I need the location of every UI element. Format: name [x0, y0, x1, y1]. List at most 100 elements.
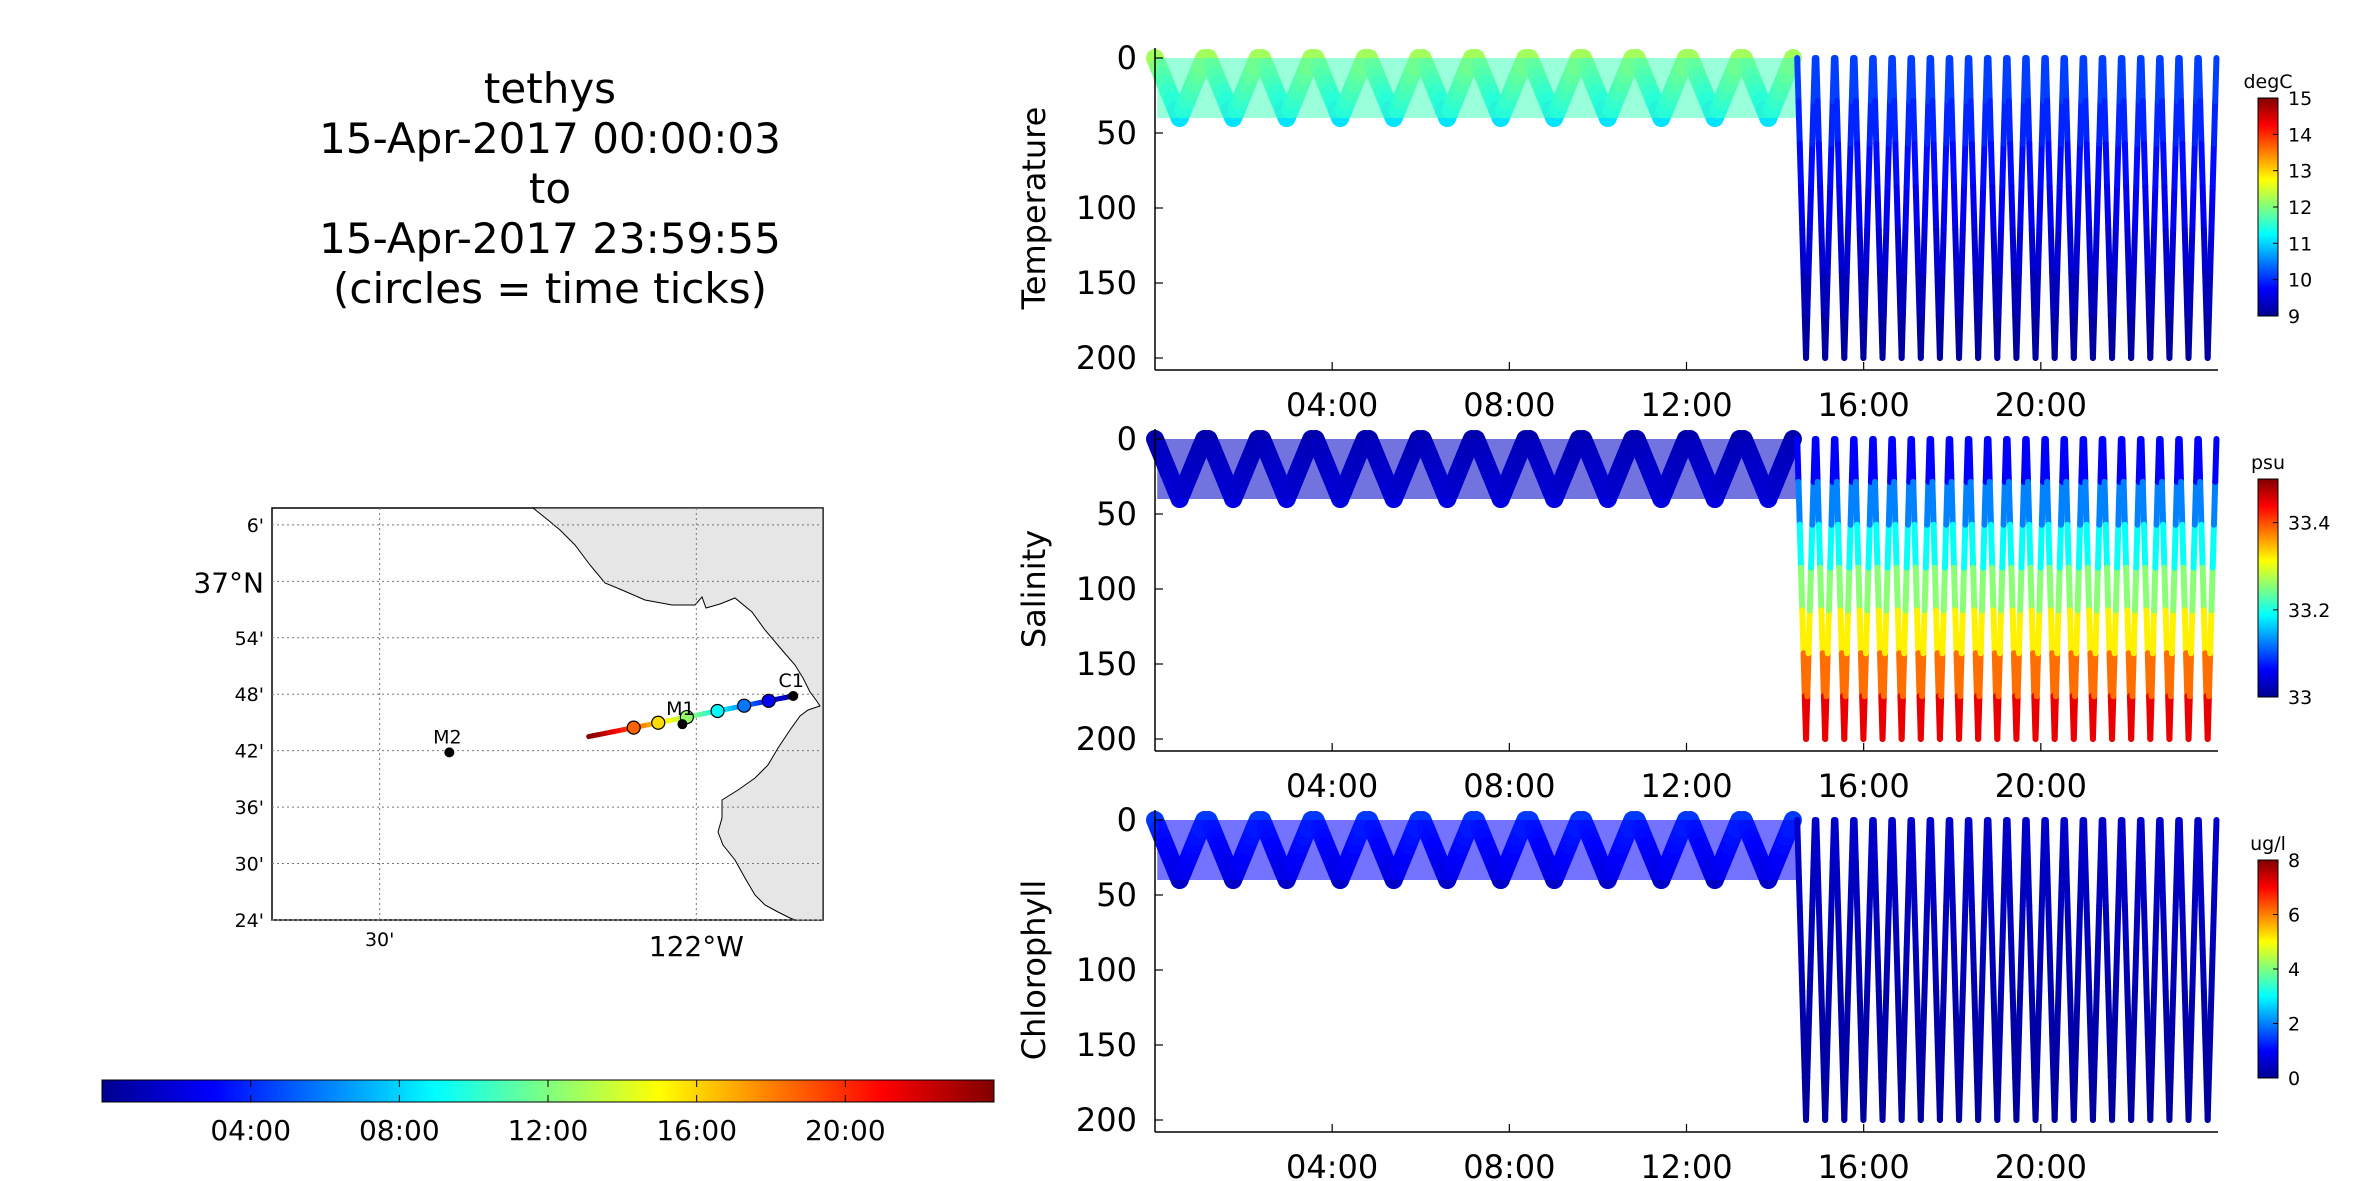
profile-segment [2153, 97, 2161, 147]
profile-segment [2091, 650, 2099, 700]
profile-segment [1845, 564, 1853, 614]
profile-segment [2044, 97, 2052, 147]
profile-segment [2015, 988, 2024, 1038]
profile-segment [1971, 988, 1979, 1038]
map-lat-tick-label: 30' [235, 854, 264, 876]
profile-segment [2160, 140, 2168, 190]
profile-segment [1864, 564, 1872, 614]
profile-segment [2142, 564, 2150, 614]
profile-segment [1842, 650, 1850, 700]
profile-segment [2035, 607, 2043, 657]
profile-segment [1856, 988, 1864, 1038]
profile-segment [2005, 478, 2014, 528]
profile-segment [2051, 693, 2059, 742]
profile-segment [1865, 140, 1873, 190]
profile-segment [2054, 988, 2062, 1038]
colorbar-tick-label: 33.4 [2288, 513, 2330, 535]
profile-segment [2052, 1031, 2061, 1081]
profile-segment [1805, 226, 1813, 276]
profile-segment [2121, 140, 2130, 190]
profile-segment [1866, 478, 1874, 528]
profile-segment [1986, 478, 1995, 528]
profile-segment [1880, 650, 1889, 700]
profile-segment [1794, 817, 1802, 866]
profile-segment [1975, 312, 1983, 361]
platform-name: tethys [483, 64, 617, 113]
profile-segment [2008, 564, 2016, 614]
profile-segment [1951, 183, 1959, 233]
profile-segment [1894, 607, 1903, 657]
profile-segment [2149, 607, 2158, 657]
profile-segment [2093, 945, 2101, 995]
y-tick-label: 100 [1076, 951, 1137, 989]
profile-segment [1818, 988, 1826, 1038]
profile-segment [2198, 902, 2206, 952]
profile-segment [1837, 988, 1845, 1038]
profile-segment [1837, 226, 1845, 276]
profile-segment [1959, 183, 1968, 233]
profile-segment [2129, 1031, 2137, 1081]
profile-segment [2055, 564, 2063, 614]
profile-segment [1921, 564, 1929, 614]
profile-segment [2160, 521, 2168, 571]
profile-segment [2110, 650, 2118, 700]
profile-segment [2105, 988, 2113, 1038]
profile-segment [2015, 607, 2024, 657]
profile-segment [1940, 564, 1948, 614]
profile-segment [1873, 140, 1881, 190]
profile-segment [2017, 564, 2025, 614]
profile-segment [2131, 183, 2140, 233]
y-tick-label: 100 [1076, 189, 1137, 227]
profile-segment [2111, 226, 2119, 276]
track-segment [586, 733, 596, 740]
profile-segment [1795, 859, 1803, 909]
profile-segment [1978, 945, 1987, 995]
colorbar-tick-label: 0 [2288, 1068, 2300, 1090]
profile-segment [2142, 945, 2150, 995]
profile-segment [2209, 902, 2217, 952]
profile-segment [2133, 140, 2141, 190]
profile-segment [2130, 988, 2138, 1038]
profile-segment [2075, 521, 2084, 571]
profile-segment [1892, 521, 1900, 571]
y-tick-label: 100 [1076, 570, 1137, 608]
profile-segment [2167, 269, 2175, 319]
profile-segment [2181, 988, 2190, 1038]
profile-segment [2037, 140, 2045, 190]
profile-segment [2000, 97, 2008, 147]
profile-segment [2013, 693, 2021, 742]
profile-segment [2045, 902, 2053, 952]
profile-segment [2178, 478, 2186, 528]
profile-segment [2005, 97, 2014, 147]
profile-segment [1919, 269, 1927, 319]
profile-segment [1866, 97, 1874, 147]
profile-segment [2158, 478, 2167, 528]
profile-segment [1919, 650, 1927, 700]
profile-segment [1976, 650, 1984, 700]
profile-segment [1962, 478, 1970, 528]
y-tick-label: 0 [1117, 420, 1137, 458]
profile-segment [1808, 902, 1816, 952]
profile-segment [1952, 988, 1960, 1038]
profile-segment [2208, 564, 2216, 614]
profile-segment [1938, 1031, 1946, 1081]
section-panel-chlorophyll: 0 50 100 150 200 04:00 08:00 12:00 16:00 20:00 Chl… [1015, 801, 2300, 1181]
profile-segment [1911, 140, 1919, 190]
profile-segment [1967, 97, 1975, 147]
map-lat-tick-label: 36' [235, 797, 264, 819]
x-tick-label: 16:00 [1818, 767, 1910, 805]
profile-segment [1825, 564, 1834, 614]
colorbar-tick-label: 2 [2288, 1014, 2300, 1036]
profile-segment [2134, 97, 2142, 147]
map-tick-labels: 6' 37°N 54' 48' 42' 36' 30' 24' 30' 122°W [193, 515, 743, 963]
profile-segment [2109, 1074, 2117, 1123]
profile-segment [2188, 226, 2196, 276]
profile-segment [2102, 521, 2111, 571]
profile-segment [2120, 97, 2128, 147]
profile-segment [2102, 902, 2111, 952]
profile-segment [2072, 1031, 2080, 1081]
profile-segment [2075, 140, 2084, 190]
profile-segment [2081, 436, 2089, 485]
station-label: M1 [666, 698, 694, 720]
profile-segment [1804, 269, 1812, 319]
